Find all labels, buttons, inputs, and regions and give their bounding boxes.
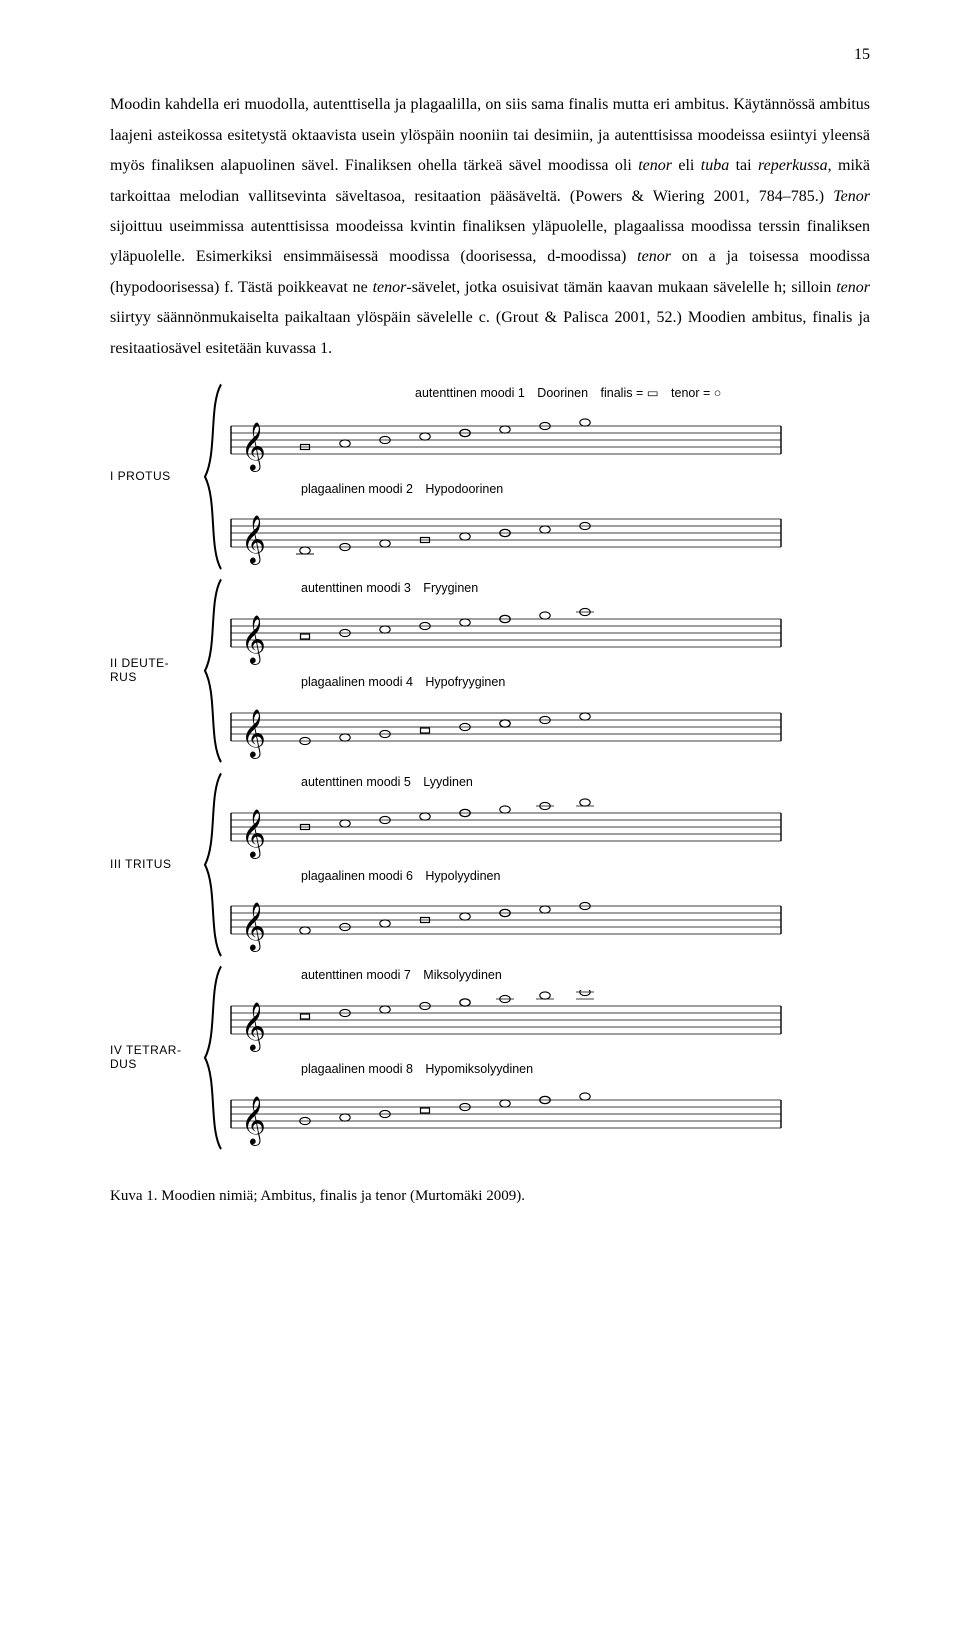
term-reperkussa: reperkussa: [758, 157, 828, 174]
svg-text:𝄞: 𝄞: [241, 1096, 266, 1146]
svg-text:𝄞: 𝄞: [241, 422, 266, 472]
staff: 𝄞: [225, 990, 870, 1052]
svg-text:𝄞: 𝄞: [241, 1002, 266, 1052]
group-label: III TRITUS: [110, 771, 190, 959]
figure-header: autenttinen moodi 1 Doorinen finalis = ▭…: [415, 382, 870, 406]
svg-text:𝄞: 𝄞: [241, 615, 266, 665]
body-paragraph: Moodin kahdella eri muodolla, autenttise…: [110, 90, 870, 364]
modes-column: autenttinen moodi 7 Miksolyydinen 𝄞 plag…: [225, 964, 870, 1152]
text: eli: [672, 157, 701, 174]
text: -sävelet, jotka osuisivat tämän kaavan m…: [406, 279, 836, 296]
mode-label: plagaalinen moodi 4 Hypofryyginen: [301, 671, 870, 695]
page-number: 15: [110, 40, 870, 70]
mode-block: autenttinen moodi 5 Lyydinen 𝄞: [225, 771, 870, 859]
term-tuba: tuba: [701, 157, 729, 174]
mode-block: plagaalinen moodi 8 Hypomiksolyydinen 𝄞: [225, 1058, 870, 1146]
modes-column: autenttinen moodi 5 Lyydinen 𝄞 plagaalin…: [225, 771, 870, 959]
mode-block: plagaalinen moodi 2 Hypodoorinen 𝄞: [225, 478, 870, 566]
mode-group: III TRITUS autenttinen moodi 5 Lyydinen …: [110, 771, 870, 959]
staff: 𝄞: [225, 503, 870, 565]
brace-icon: [190, 577, 225, 765]
mode-block: plagaalinen moodi 4 Hypofryyginen 𝄞: [225, 671, 870, 759]
text: tai: [729, 157, 758, 174]
staff: 𝄞: [225, 410, 870, 472]
brace-icon: [190, 382, 225, 572]
mode-label: plagaalinen moodi 2 Hypodoorinen: [301, 478, 870, 502]
modes-column: autenttinen moodi 3 Fryyginen 𝄞 plagaali…: [225, 577, 870, 765]
figure-caption: Kuva 1. Moodien nimiä; Ambitus, finalis …: [110, 1182, 870, 1211]
term-tenor: tenor: [373, 279, 407, 296]
term-tenor: tenor: [836, 279, 870, 296]
modes-column: autenttinen moodi 1 Doorinen finalis = ▭…: [225, 382, 870, 572]
mode-label: autenttinen moodi 5 Lyydinen: [301, 771, 870, 795]
staff: 𝄞: [225, 890, 870, 952]
mode-block: autenttinen moodi 7 Miksolyydinen 𝄞: [225, 964, 870, 1052]
svg-text:𝄞: 𝄞: [241, 809, 266, 859]
group-label: I PROTUS: [110, 382, 190, 572]
svg-text:𝄞: 𝄞: [241, 515, 266, 565]
mode-group: IV TETRAR-DUS autenttinen moodi 7 Miksol…: [110, 964, 870, 1152]
term-tenor: Tenor: [833, 188, 870, 205]
group-label: IV TETRAR-DUS: [110, 964, 190, 1152]
mode-block: autenttinen moodi 3 Fryyginen 𝄞: [225, 577, 870, 665]
mode-group: II DEUTE-RUS autenttinen moodi 3 Fryygin…: [110, 577, 870, 765]
term-tenor: tenor: [637, 248, 671, 265]
staff: 𝄞: [225, 797, 870, 859]
mode-block: autenttinen moodi 1 Doorinen finalis = ▭…: [225, 382, 870, 472]
group-label: II DEUTE-RUS: [110, 577, 190, 765]
mode-label: plagaalinen moodi 8 Hypomiksolyydinen: [301, 1058, 870, 1082]
staff: 𝄞: [225, 697, 870, 759]
figure-modes: I PROTUS autenttinen moodi 1 Doorinen fi…: [110, 382, 870, 1152]
term-tenor: tenor: [638, 157, 672, 174]
text: siirtyy säännönmukaiselta paikaltaan ylö…: [110, 309, 870, 356]
mode-label: autenttinen moodi 7 Miksolyydinen: [301, 964, 870, 988]
brace-icon: [190, 771, 225, 959]
mode-block: plagaalinen moodi 6 Hypolyydinen 𝄞: [225, 865, 870, 953]
staff: 𝄞: [225, 1084, 870, 1146]
svg-text:𝄞: 𝄞: [241, 902, 266, 952]
svg-text:𝄞: 𝄞: [241, 709, 266, 759]
staff: 𝄞: [225, 603, 870, 665]
mode-group: I PROTUS autenttinen moodi 1 Doorinen fi…: [110, 382, 870, 572]
brace-icon: [190, 964, 225, 1152]
mode-label: autenttinen moodi 3 Fryyginen: [301, 577, 870, 601]
mode-label: plagaalinen moodi 6 Hypolyydinen: [301, 865, 870, 889]
